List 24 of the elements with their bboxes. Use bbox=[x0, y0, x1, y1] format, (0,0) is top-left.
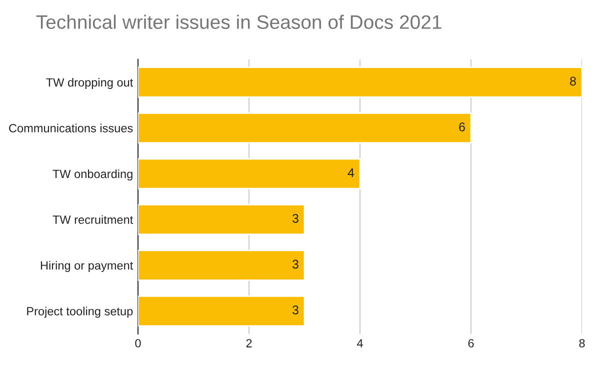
data-label: 3 bbox=[292, 214, 298, 223]
chart-title: Technical writer issues in Season of Docs 2021 bbox=[36, 14, 442, 29]
x-tick-label: 0 bbox=[135, 339, 141, 348]
y-tick-label: Hiring or payment bbox=[40, 260, 134, 272]
bar bbox=[138, 250, 306, 281]
data-label: 8 bbox=[570, 76, 576, 86]
bar bbox=[138, 295, 306, 327]
bar bbox=[138, 204, 306, 236]
data-label: 3 bbox=[292, 306, 298, 314]
y-tick-label: Project tooling setup bbox=[27, 306, 133, 318]
y-tick-label: TW recruitment bbox=[52, 215, 134, 224]
x-tick-label: 6 bbox=[468, 339, 474, 348]
y-tick-label: TW dropping out bbox=[46, 78, 134, 89]
bar bbox=[138, 158, 361, 190]
bar bbox=[138, 112, 472, 144]
y-tick-label: Communications issues bbox=[9, 124, 133, 132]
x-tick-label: 8 bbox=[579, 339, 585, 348]
data-label: 4 bbox=[348, 168, 354, 177]
x-tick-label: 4 bbox=[356, 339, 363, 348]
data-label: 3 bbox=[292, 260, 298, 269]
bar bbox=[138, 66, 582, 98]
data-label: 6 bbox=[459, 122, 465, 132]
x-tick-label: 2 bbox=[246, 339, 252, 348]
y-tick-label: TW onboarding bbox=[52, 169, 132, 180]
